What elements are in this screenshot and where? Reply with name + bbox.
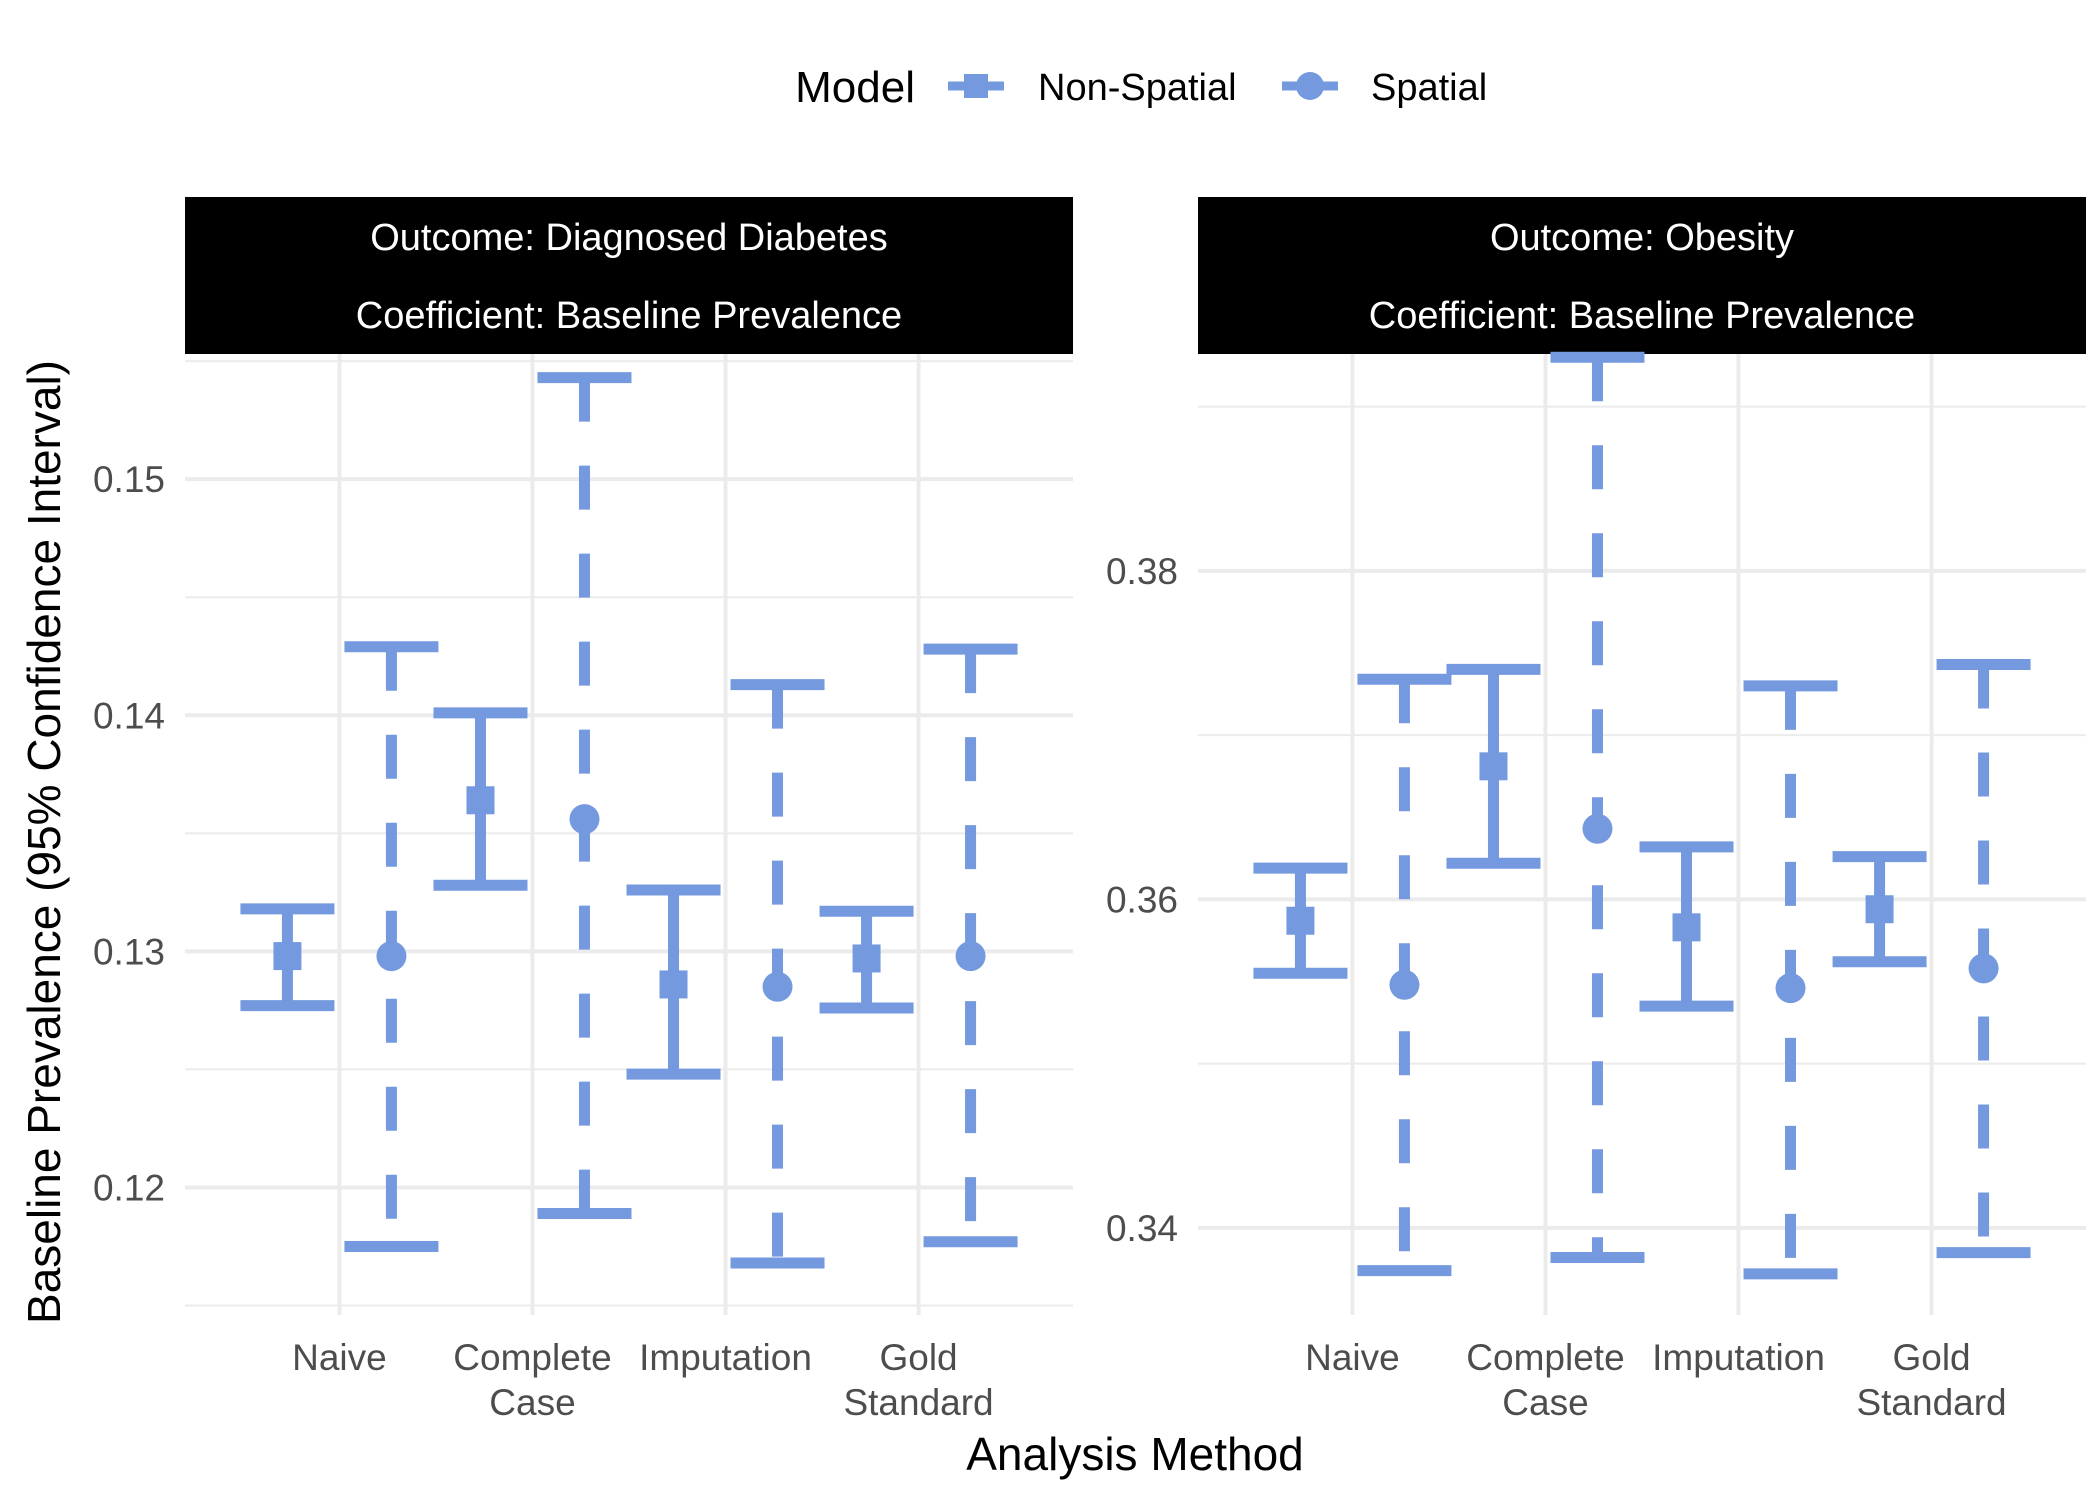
facet-diagnosed-diabetes: Outcome: Diagnosed Diabetes Coefficient: … [93, 197, 1073, 1423]
x-tick-label: Naive [292, 1337, 387, 1378]
point-estimate-circle [762, 971, 793, 1002]
y-tick-label: 0.15 [93, 459, 165, 500]
point-estimate-square [273, 942, 302, 971]
point-estimate-square [1479, 752, 1508, 781]
point-estimate-circle [1389, 969, 1420, 1000]
point-estimate-circle [376, 941, 407, 972]
x-tick-label: Case [489, 1382, 575, 1423]
y-axis-title: Baseline Prevalence (95% Confidence Inte… [18, 360, 70, 1324]
point-estimate-square [1865, 895, 1894, 924]
x-tick-label: Naive [1305, 1337, 1400, 1378]
point-estimate-square [852, 944, 881, 973]
y-tick-label: 0.12 [93, 1167, 165, 1208]
point-estimate-square [1286, 906, 1315, 935]
y-tick-label: 0.36 [1106, 879, 1178, 920]
legend-square-marker [964, 74, 988, 98]
x-axis-title: Analysis Method [966, 1428, 1304, 1480]
legend-label-spatial: Spatial [1371, 67, 1487, 109]
point-estimate-circle [1775, 973, 1806, 1004]
facet-strip-label: Coefficient: Baseline Prevalence [1369, 295, 1915, 337]
facet-strip [1198, 197, 2086, 354]
y-tick-label: 0.13 [93, 931, 165, 972]
facet-strip-label: Outcome: Diagnosed Diabetes [370, 217, 888, 259]
point-estimate-square [659, 970, 688, 999]
x-tick-label: Imputation [639, 1337, 812, 1378]
facet-obesity: Outcome: Obesity Coefficient: Baseline Pr… [1106, 197, 2086, 1423]
point-estimate-square [466, 786, 495, 815]
y-tick-label: 0.34 [1106, 1208, 1178, 1249]
x-tick-label: Gold [879, 1337, 957, 1378]
point-estimate-circle [1582, 813, 1613, 844]
legend-key-non-spatial [948, 74, 1004, 98]
x-tick-label: Case [1502, 1382, 1588, 1423]
facet-strip-label: Coefficient: Baseline Prevalence [356, 295, 902, 337]
legend: Model Non-Spatial Spatial [795, 63, 1487, 112]
legend-label-non-spatial: Non-Spatial [1038, 67, 1237, 109]
x-tick-label: Complete [453, 1337, 611, 1378]
legend-key-spatial [1282, 72, 1338, 100]
legend-circle-marker [1296, 72, 1324, 100]
facet-strip-label: Outcome: Obesity [1490, 217, 1794, 259]
x-tick-label: Gold [1892, 1337, 1970, 1378]
x-tick-label: Standard [1856, 1382, 2006, 1423]
point-estimate-circle [569, 804, 600, 835]
point-estimate-circle [1968, 953, 1999, 984]
x-tick-label: Standard [843, 1382, 993, 1423]
x-tick-label: Imputation [1652, 1337, 1825, 1378]
point-estimate-circle [955, 941, 986, 972]
facet-strip [185, 197, 1073, 354]
y-tick-label: 0.38 [1106, 551, 1178, 592]
x-tick-label: Complete [1466, 1337, 1624, 1378]
legend-title: Model [795, 63, 915, 112]
point-estimate-square [1672, 913, 1701, 942]
y-tick-label: 0.14 [93, 695, 165, 736]
